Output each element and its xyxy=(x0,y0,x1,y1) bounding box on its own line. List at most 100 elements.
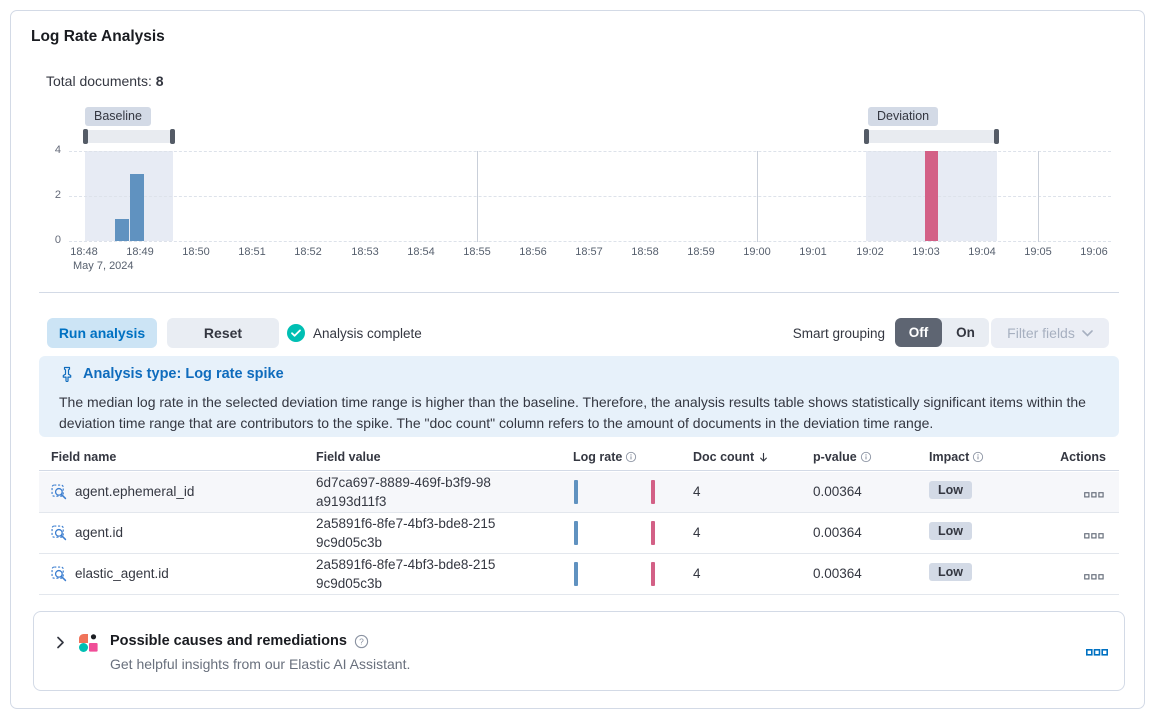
total-documents: Total documents: 8 xyxy=(46,73,164,89)
column-field-name: Field name xyxy=(51,450,117,464)
field-name: agent.id xyxy=(75,525,124,540)
analysis-status-text: Analysis complete xyxy=(313,326,422,341)
log-rate-deviation-bar xyxy=(651,480,655,504)
log-rate-analysis-panel: Log Rate Analysis Total documents: 8 Bas… xyxy=(10,10,1145,709)
gridline-1900 xyxy=(757,151,758,242)
impact-badge: Low xyxy=(929,522,972,540)
x-tick: 18:51 xyxy=(238,246,266,258)
filter-fields-label: Filter fields xyxy=(1007,325,1075,341)
column-doc-count[interactable]: Doc count xyxy=(693,450,770,464)
baseline-brush-left-handle[interactable] xyxy=(83,129,88,144)
info-icon[interactable] xyxy=(972,451,984,463)
x-tick: 19:05 xyxy=(1024,246,1052,258)
reset-button[interactable]: Reset xyxy=(167,318,279,348)
log-rate-baseline-bar xyxy=(574,480,578,504)
x-tick: 18:52 xyxy=(294,246,322,258)
check-circle-icon xyxy=(287,324,305,342)
x-tick: 18:59 xyxy=(687,246,715,258)
deviation-badge: Deviation xyxy=(868,107,939,126)
column-p-value-label: p-value xyxy=(813,450,857,464)
deviation-brush-left-handle[interactable] xyxy=(864,129,869,144)
x-tick: 19:06 xyxy=(1080,246,1108,258)
deviation-brush[interactable] xyxy=(864,129,999,144)
doc-count-value: 4 xyxy=(693,525,701,540)
column-impact[interactable]: Impact xyxy=(929,450,984,464)
chevron-right-icon[interactable] xyxy=(54,636,67,649)
field-value: 2a5891f6-8fe7-4bf3-bde8-2159c9d05c3b xyxy=(316,557,496,591)
deviation-bar-1903 xyxy=(925,151,938,241)
possible-causes-title[interactable]: Possible causes and remediations xyxy=(110,633,347,649)
field-value: 2a5891f6-8fe7-4bf3-bde8-2159c9d05c3b xyxy=(316,516,496,550)
x-axis-date-label: May 7, 2024 xyxy=(73,260,134,272)
x-tick: 19:00 xyxy=(743,246,771,258)
total-documents-value: 8 xyxy=(155,73,164,89)
gridline-1855 xyxy=(477,151,478,242)
column-p-value[interactable]: p-value xyxy=(813,450,872,464)
baseline-brush[interactable] xyxy=(83,129,175,144)
pin-icon xyxy=(59,366,75,383)
filter-field-icon[interactable] xyxy=(51,566,68,583)
impact-badge: Low xyxy=(929,563,972,581)
column-doc-count-label: Doc count xyxy=(693,450,755,464)
row-actions-icon[interactable] xyxy=(1084,528,1104,539)
chevron-down-icon xyxy=(1082,329,1093,337)
log-rate-baseline-bar xyxy=(574,521,578,545)
smart-grouping-off-button[interactable]: Off xyxy=(895,318,942,347)
panel-actions-icon[interactable] xyxy=(1086,645,1109,656)
gridline-y0 xyxy=(69,241,1111,242)
svg-text:?: ? xyxy=(359,636,364,646)
y-tick-0: 0 xyxy=(54,234,61,246)
y-tick-2: 2 xyxy=(54,189,61,201)
column-impact-label: Impact xyxy=(929,450,970,464)
column-field-value: Field value xyxy=(316,450,381,464)
x-tick: 18:55 xyxy=(463,246,491,258)
smart-grouping-toggle: Off On xyxy=(895,318,989,347)
p-value: 0.00364 xyxy=(813,484,862,499)
x-tick: 18:57 xyxy=(575,246,603,258)
x-tick: 19:01 xyxy=(799,246,827,258)
x-tick: 18:48 xyxy=(70,246,98,258)
table-row: elastic_agent.id 2a5891f6-8fe7-4bf3-bde8… xyxy=(39,554,1119,595)
doc-count-value: 4 xyxy=(693,566,701,581)
analysis-type-title: Analysis type: Log rate spike xyxy=(83,366,284,382)
doc-count-value: 4 xyxy=(693,484,701,499)
x-tick: 18:50 xyxy=(182,246,210,258)
analysis-type-description: The median log rate in the selected devi… xyxy=(59,394,1086,431)
filter-fields-button[interactable]: Filter fields xyxy=(991,318,1109,348)
elastic-ai-assistant-icon xyxy=(78,633,98,653)
filter-field-icon[interactable] xyxy=(51,484,68,501)
analysis-type-callout: Analysis type: Log rate spike The median… xyxy=(39,356,1119,437)
gridline-y4 xyxy=(69,151,1111,152)
total-documents-label: Total documents: xyxy=(46,73,152,89)
deviation-brush-right-handle[interactable] xyxy=(994,129,999,144)
column-log-rate[interactable]: Log rate xyxy=(573,450,637,464)
row-actions-icon[interactable] xyxy=(1084,569,1104,580)
table-row: agent.ephemeral_id 6d7ca697-8889-469f-b3… xyxy=(39,472,1119,513)
smart-grouping-label: Smart grouping xyxy=(792,326,885,341)
field-name: agent.ephemeral_id xyxy=(75,484,195,499)
y-tick-4: 4 xyxy=(54,144,61,156)
x-tick: 19:03 xyxy=(912,246,940,258)
impact-badge: Low xyxy=(929,481,972,499)
p-value: 0.00364 xyxy=(813,525,862,540)
x-tick: 19:04 xyxy=(968,246,996,258)
baseline-bar-1849 xyxy=(130,174,144,241)
baseline-badge: Baseline xyxy=(85,107,151,126)
run-analysis-button[interactable]: Run analysis xyxy=(47,318,157,348)
gridline-1905 xyxy=(1038,151,1039,242)
x-tick: 18:53 xyxy=(351,246,379,258)
column-log-rate-label: Log rate xyxy=(573,450,623,464)
smart-grouping-on-button[interactable]: On xyxy=(956,325,975,340)
log-rate-deviation-bar xyxy=(651,562,655,586)
help-icon[interactable]: ? xyxy=(354,634,369,649)
row-actions-icon[interactable] xyxy=(1084,487,1104,498)
table-row: agent.id 2a5891f6-8fe7-4bf3-bde8-2159c9d… xyxy=(39,513,1119,554)
info-icon[interactable] xyxy=(860,451,872,463)
filter-field-icon[interactable] xyxy=(51,525,68,542)
sort-descending-icon xyxy=(760,452,768,462)
log-rate-baseline-bar xyxy=(574,562,578,586)
possible-causes-panel: Possible causes and remediations ? Get h… xyxy=(33,611,1125,691)
info-icon[interactable] xyxy=(625,451,637,463)
baseline-brush-right-handle[interactable] xyxy=(170,129,175,144)
possible-causes-subtitle: Get helpful insights from our Elastic AI… xyxy=(110,656,411,672)
